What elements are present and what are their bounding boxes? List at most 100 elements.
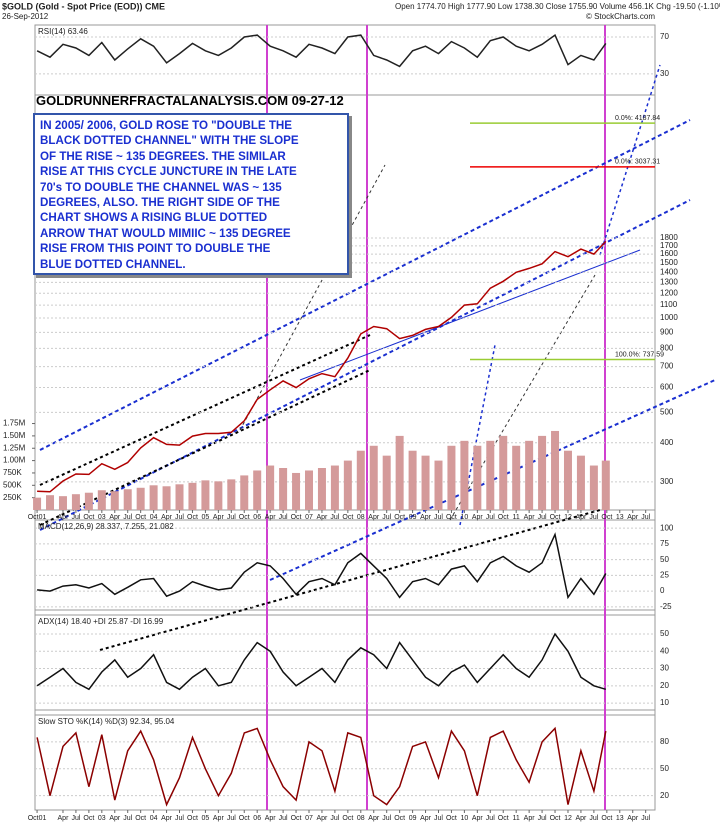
x-tick-label: Jul [434,815,443,822]
x-tick-label: Apr [161,815,173,822]
y-tick-label: 600 [660,383,674,392]
volume-bar [305,470,314,510]
volume-bar [227,479,236,510]
level-label: 0.0%: 3037.31 [615,159,660,166]
x-tick-label: Jul [641,815,650,822]
x-tick-label: Oct [601,815,612,822]
x-tick-label: 13 [616,815,624,822]
series-line [37,532,607,600]
x-tick-label: Oct [601,514,612,521]
x-tick-label: Apr [109,815,121,822]
volume-bar [343,460,352,510]
x-tick-label: 09 [409,514,417,521]
x-tick-label: Jul [330,815,339,822]
volume-bar [136,487,145,510]
symbol-title: $GOLD (Gold - Spot Price (EOD)) CME [2,1,165,11]
series-line [36,726,607,807]
x-tick-label: 06 [253,514,261,521]
x-tick-label: Apr [265,514,277,521]
volume-bar [123,489,132,510]
panel-title: MACD(12,26,9) 28.337, 7.255, 21.082 [38,522,174,531]
x-tick-label: Jul [123,514,132,521]
annotation-line: IN 2005/ 2006, GOLD ROSE TO "DOUBLE THE [40,119,293,132]
annotation-line: RISE AT THIS CYCLE JUNCTURE IN THE LATE [40,165,297,179]
x-tick-label: Apr [368,514,380,521]
volume-bar [188,482,197,510]
x-tick-label: Apr [627,514,639,521]
panel-title: Slow STO %K(14) %D(3) 92.34, 95.04 [38,717,175,726]
x-tick-label: Jul [641,514,650,521]
volume-bar [317,468,326,510]
volume-bar [421,455,430,510]
volume-bar [279,468,288,510]
x-tick-label: Jul [227,815,236,822]
y2-tick-label: 750K [3,468,22,477]
y-tick-label: 1500 [660,258,678,267]
y-tick-label: 1700 [660,241,678,250]
x-tick-label: Apr [58,815,70,822]
x-tick-label: 05 [202,514,210,521]
x-tick-label: 06 [253,815,261,822]
volume-bar [499,435,508,510]
y-tick-label: 30 [660,69,669,78]
x-tick-label: Oct01 [28,514,47,521]
level-label: 0.0%: 4187.84 [615,115,660,122]
arrow [239,164,596,521]
x-tick-label: Oct [291,514,302,521]
blue-channel [39,119,716,581]
volume-bar [266,465,275,510]
y-tick-label: 25 [660,570,669,579]
x-tick-label: Apr [472,815,484,822]
y2-tick-label: 500K [3,480,22,489]
y-tick-label: 50 [660,629,669,638]
x-tick-label: Apr [472,514,484,521]
volume-bar [434,460,443,510]
y-tick-label: 40 [660,646,669,655]
x-tick-label: Oct [394,815,405,822]
x-tick-label: Apr [265,815,277,822]
volume-bar [525,440,534,510]
x-tick-label: 10 [460,514,468,521]
x-tick-label: Apr [575,514,587,521]
series-line [36,632,607,691]
volume-bar [551,430,560,510]
volume-bar [110,491,119,510]
x-tick-label: Oct [394,514,405,521]
x-tick-label: Jul [538,514,547,521]
annotation-line: DEGREES, ALSO. THE RIGHT SIDE OF THE [40,196,280,210]
y-tick-label: 1200 [660,288,678,297]
volume-bar [84,492,93,510]
x-tick-label: 13 [616,514,624,521]
x-tick-label: Apr [213,514,225,521]
annotation-line: BLACK DOTTED CHANNEL" WITH THE SLOPE [40,134,299,148]
annotation-box: IN 2005/ 2006, GOLD ROSE TO "DOUBLE THE B… [33,113,349,275]
volume-bar [512,445,521,510]
y-tick-label: -25 [660,602,672,611]
annotation-line: OF THE RISE ~ 135 DEGREES. THE SIMILAR [40,149,286,163]
level-label: 100.0%: 737.59 [615,351,664,358]
x-tick-label: Jul [175,514,184,521]
panel-title: RSI(14) 63.46 [38,27,88,36]
x-tick-label: Oct [550,514,561,521]
x-tick-label: Jul [382,514,391,521]
y-tick-label: 1800 [660,233,678,242]
x-tick-label: Jul [434,514,443,521]
y-tick-label: 900 [660,327,674,336]
x-tick-label: Jul [71,815,80,822]
volume-bar [447,445,456,510]
y-tick-label: 300 [660,477,674,486]
x-tick-label: Oct [187,514,198,521]
x-tick-label: Oct [187,815,198,822]
y-tick-label: 700 [660,362,674,371]
y-tick-label: 50 [660,555,669,564]
y-tick-label: 0 [660,586,665,595]
panel-title: ADX(14) 18.40 +DI 25.87 -DI 16.99 [38,617,164,626]
x-tick-label: Apr [575,815,587,822]
x-tick-label: 11 [513,815,520,822]
credit: © StockCharts.com [586,12,655,21]
frame [34,24,656,811]
annotation-line: ARROW THAT WOULD MIMIIC ~ 135 DEGREE [40,226,291,240]
x-tick-label: Jul [227,514,236,521]
y2-tick-label: 250K [3,493,22,502]
